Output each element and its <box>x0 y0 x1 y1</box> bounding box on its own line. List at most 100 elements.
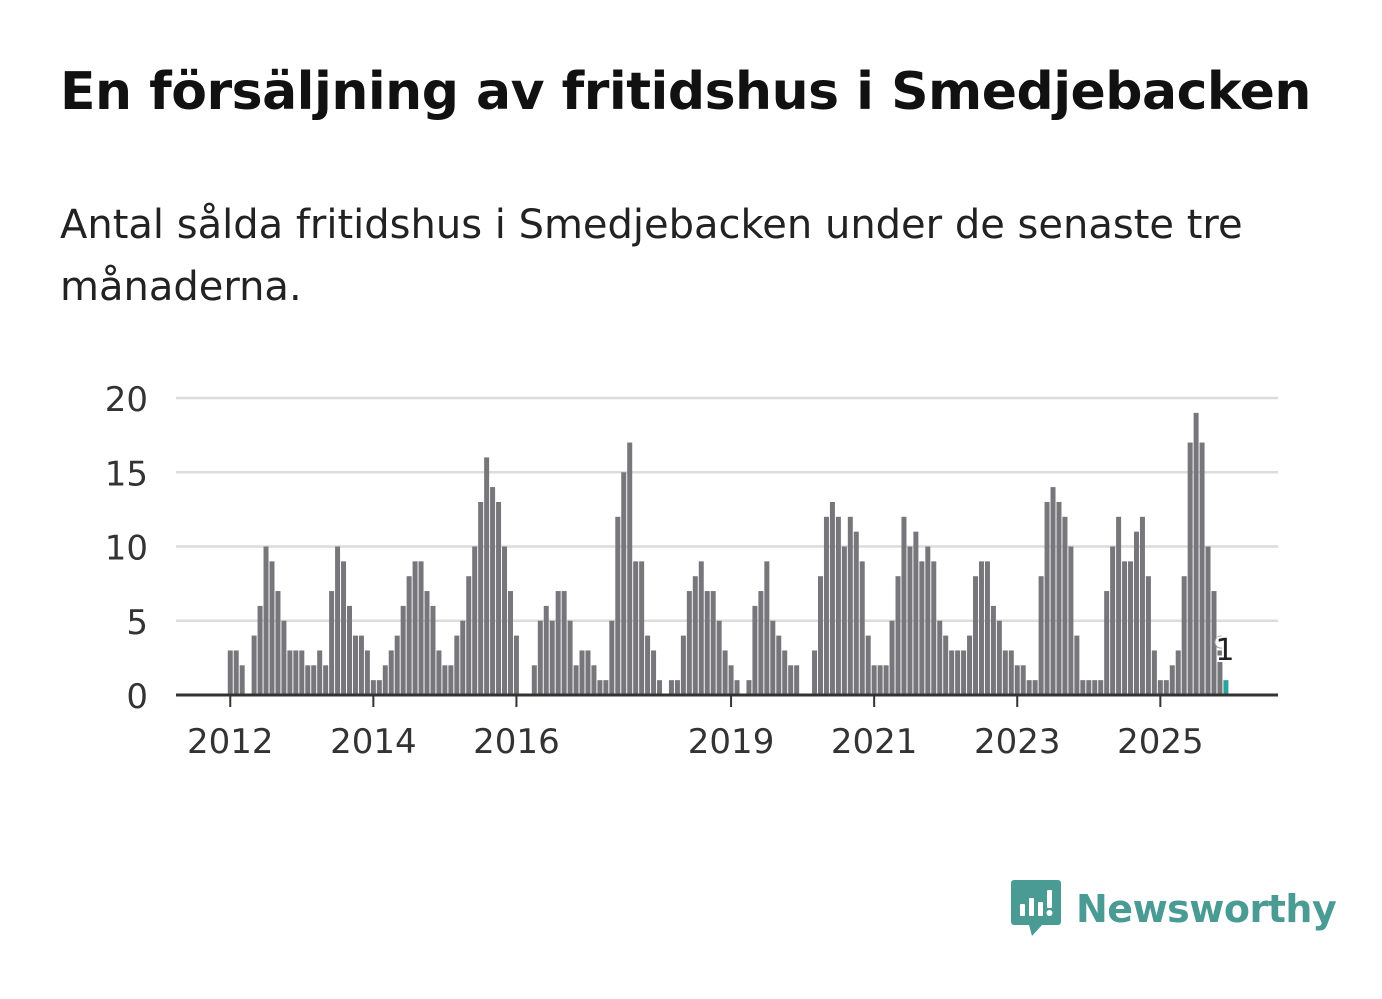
bar <box>400 605 406 695</box>
bar <box>305 665 311 695</box>
bar <box>1068 546 1074 695</box>
bar <box>865 635 871 695</box>
bar <box>794 665 800 695</box>
bar <box>1116 516 1122 695</box>
bar <box>454 635 460 695</box>
bar <box>752 605 758 695</box>
bar <box>627 442 633 695</box>
y-tick-label: 5 <box>126 603 148 643</box>
bar <box>287 650 293 695</box>
bar <box>925 546 931 695</box>
x-tick-label: 2012 <box>187 722 274 762</box>
bar <box>275 591 281 695</box>
bar <box>1128 561 1134 695</box>
y-tick-label: 15 <box>105 454 148 494</box>
bar <box>555 591 561 695</box>
bar <box>1050 487 1056 695</box>
bar <box>645 635 651 695</box>
bar <box>382 665 388 695</box>
bar <box>633 561 639 695</box>
bar <box>513 635 519 695</box>
bar <box>442 665 448 695</box>
bar <box>710 591 716 695</box>
bar <box>1086 680 1092 695</box>
bar <box>436 650 442 695</box>
bar <box>1008 650 1014 695</box>
bar <box>1211 591 1217 695</box>
bar <box>293 650 299 695</box>
bar <box>853 531 859 695</box>
bar <box>484 457 490 695</box>
bar <box>412 561 418 695</box>
bar <box>877 665 883 695</box>
bar <box>1133 531 1139 695</box>
bar <box>257 605 263 695</box>
bar <box>937 620 943 695</box>
bar <box>961 650 967 695</box>
bar <box>931 561 937 695</box>
bar <box>418 561 424 695</box>
bar <box>722 650 728 695</box>
bar <box>329 591 335 695</box>
bar <box>448 665 454 695</box>
bar <box>430 605 436 695</box>
bar <box>1193 412 1199 695</box>
bar <box>674 680 680 695</box>
bar <box>1199 442 1205 695</box>
bar <box>949 650 955 695</box>
bar <box>1139 516 1145 695</box>
bar <box>841 546 847 695</box>
bar <box>1026 680 1032 695</box>
bar <box>466 576 472 695</box>
bar <box>1169 665 1175 695</box>
bar <box>973 576 979 695</box>
bar <box>1098 680 1104 695</box>
bar <box>376 680 382 695</box>
bar <box>734 680 740 695</box>
bar <box>716 620 722 695</box>
bar <box>621 472 627 695</box>
bar <box>496 501 502 695</box>
bar <box>269 561 275 695</box>
bar <box>1092 680 1098 695</box>
bar <box>597 680 603 695</box>
bar <box>728 665 734 695</box>
bar <box>913 531 919 695</box>
bar <box>1187 442 1193 695</box>
bar <box>1175 650 1181 695</box>
highlight-marker <box>1214 635 1228 649</box>
bar <box>1056 501 1062 695</box>
x-tick-label: 2023 <box>974 722 1061 762</box>
bar <box>1014 665 1020 695</box>
bar <box>764 561 770 695</box>
bar <box>263 546 269 695</box>
x-tick-label: 2025 <box>1117 722 1204 762</box>
bar <box>686 591 692 695</box>
bar <box>1044 501 1050 695</box>
x-tick-label: 2014 <box>330 722 417 762</box>
bar <box>1002 650 1008 695</box>
newsworthy-logo-icon <box>1011 880 1061 936</box>
bar <box>907 546 913 695</box>
bar-chart: 0 5 10 15 20 1 2012 2014 2016 2019 2021 2023 2025 <box>105 380 1278 762</box>
bar <box>1122 561 1128 695</box>
bar <box>1104 591 1110 695</box>
bar <box>227 650 233 695</box>
bar <box>1163 680 1169 695</box>
bar <box>1145 576 1151 695</box>
bar <box>609 620 615 695</box>
bar <box>943 635 949 695</box>
bar <box>579 650 585 695</box>
bar <box>335 546 341 695</box>
bar <box>758 591 764 695</box>
bar <box>537 620 543 695</box>
bar <box>823 516 829 695</box>
bar <box>698 561 704 695</box>
bar <box>776 635 782 695</box>
x-tick-label: 2021 <box>831 722 918 762</box>
chart-title: En försäljning av fritidshus i Smedjebac… <box>60 62 1311 122</box>
bar <box>818 576 823 695</box>
bar <box>370 680 376 695</box>
bar <box>323 665 329 695</box>
newsworthy-logo[interactable]: Newsworthy <box>1010 878 1337 940</box>
